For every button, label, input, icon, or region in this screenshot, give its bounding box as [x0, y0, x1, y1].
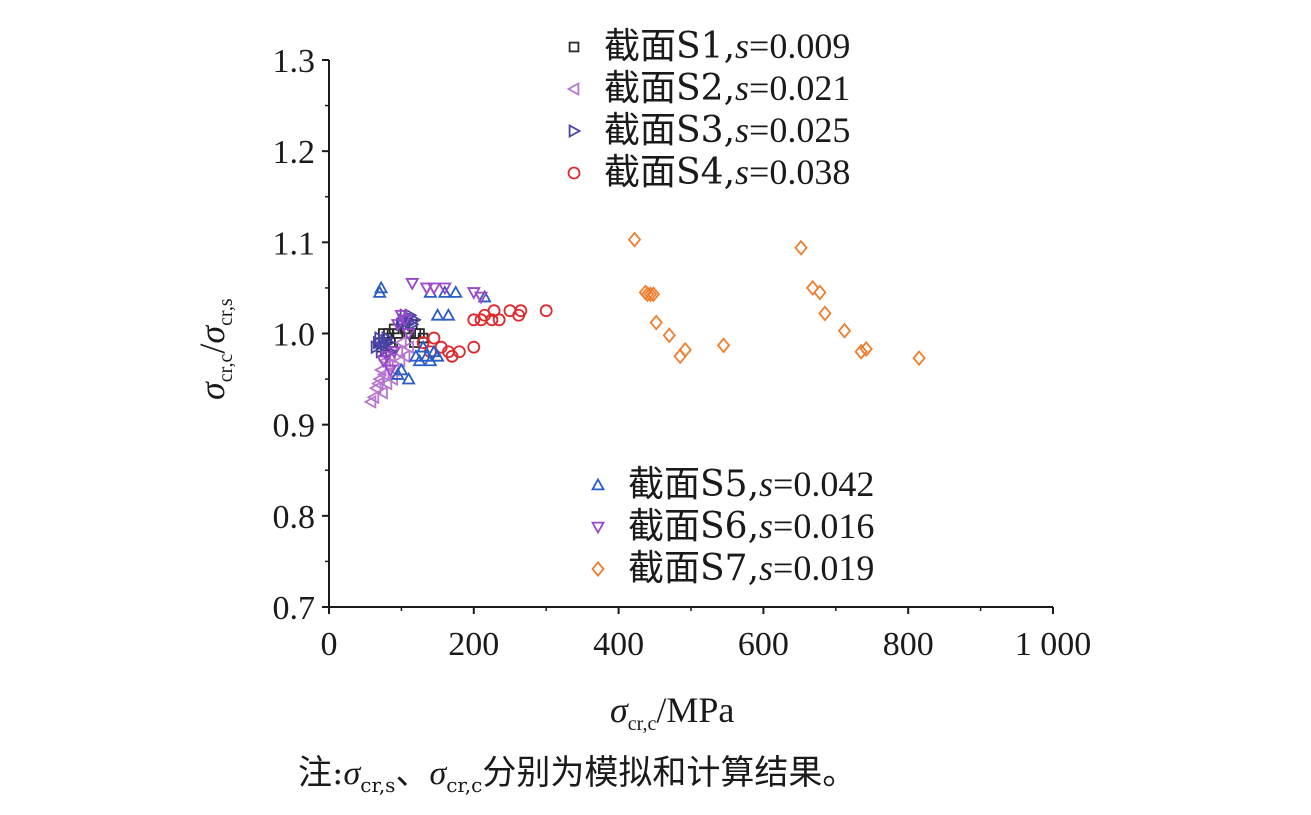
x-tick-label: 600	[738, 626, 789, 663]
data-point-s7	[805, 279, 820, 296]
data-point-s2	[376, 367, 390, 382]
data-point-s4	[427, 331, 441, 345]
y-tick-label: 1.3	[273, 43, 316, 80]
data-point-s4	[514, 304, 528, 318]
legend-label-s3: 截面S3,s=0.025	[604, 110, 850, 151]
data-point-s6	[426, 282, 442, 296]
data-point-s3	[409, 312, 422, 327]
data-points	[363, 231, 926, 409]
data-point-s2	[394, 335, 407, 350]
legend-label-s6: 截面S6,s=0.016	[628, 506, 874, 547]
data-point-s2	[397, 349, 411, 364]
footnote: 注:σcr,s、σcr,c分别为模拟和计算结果。	[298, 753, 856, 797]
data-point-s5	[430, 307, 445, 321]
x-tick-label: 400	[593, 626, 644, 663]
data-point-s7	[662, 327, 676, 344]
data-point-s6	[383, 364, 398, 378]
data-point-s7	[640, 286, 655, 303]
legend-marker-s7	[591, 560, 605, 578]
axes: 0.7 0.8 0.9 1.0 1.1 1.2 1.3 0 200 400 600 800 1 000	[273, 43, 1092, 663]
data-point-s7	[646, 286, 661, 303]
data-point-s2	[392, 353, 406, 368]
data-point-s4	[467, 340, 481, 354]
y-tick-label: 0.8	[273, 499, 316, 536]
data-point-s7	[854, 343, 868, 360]
data-point-s6	[474, 291, 489, 305]
data-point-s7	[716, 337, 731, 354]
legend-marker-s5	[590, 477, 606, 491]
legend-label-s7: 截面S7,s=0.019	[628, 548, 874, 589]
legend: 截面S1,s=0.009截面S2,s=0.021截面S3,s=0.025截面S4…	[566, 26, 874, 589]
legend-marker-s3	[568, 123, 582, 139]
data-point-s4	[485, 313, 499, 327]
data-point-s4	[492, 313, 506, 327]
data-point-s4	[416, 336, 430, 350]
data-point-s5	[401, 371, 416, 385]
legend-label-s5: 截面S5,s=0.042	[628, 464, 874, 505]
data-point-s6	[397, 314, 413, 328]
legend-label-s2: 截面S2,s=0.021	[604, 68, 850, 109]
data-point-s3	[381, 331, 395, 346]
data-point-s5	[430, 348, 445, 362]
y-tick-label: 1.0	[273, 317, 316, 354]
data-point-s7	[837, 322, 852, 339]
x-tick-label: 200	[448, 626, 499, 663]
data-point-s6	[390, 319, 405, 332]
data-point-s6	[419, 282, 434, 296]
data-point-s7	[678, 341, 692, 358]
legend-marker-s6	[590, 521, 606, 535]
x-tick-label: 1 000	[1015, 626, 1092, 663]
data-point-s6	[401, 328, 416, 341]
data-point-s5	[437, 285, 452, 298]
legend-label-s4: 截面S4,s=0.038	[604, 152, 850, 193]
legend-marker-s2	[566, 81, 580, 97]
data-point-s6	[437, 282, 452, 296]
data-point-s2	[401, 340, 414, 355]
x-tick-label: 0	[321, 626, 338, 663]
data-point-s5	[374, 280, 389, 294]
data-point-s4	[452, 345, 466, 359]
data-point-s2	[366, 390, 380, 405]
data-point-s4	[539, 304, 553, 318]
data-point-s7	[912, 350, 926, 367]
legend-marker-s1	[568, 41, 580, 53]
data-point-s7	[643, 286, 658, 303]
y-tick-label: 1.1	[273, 225, 316, 262]
data-point-s5	[477, 289, 492, 303]
data-point-s6	[379, 350, 394, 364]
data-point-s7	[627, 231, 642, 248]
y-axis-label: σcr,c/σcr,s	[192, 298, 237, 400]
data-point-s5	[394, 362, 409, 376]
legend-label-s1: 截面S1,s=0.009	[604, 26, 850, 67]
y-tick-label: 1.2	[273, 134, 316, 171]
x-tick-label: 800	[883, 626, 934, 663]
data-point-s5	[448, 285, 463, 298]
data-point-s5	[441, 307, 456, 321]
data-point-s3	[406, 317, 420, 332]
data-point-s6	[405, 278, 420, 291]
data-point-s4	[467, 313, 481, 327]
data-point-s2	[390, 344, 404, 359]
data-point-s2	[372, 372, 385, 387]
data-point-s5	[416, 339, 431, 353]
data-point-s7	[859, 340, 873, 358]
data-point-s7	[818, 305, 832, 322]
data-point-s2	[379, 376, 393, 391]
x-axis-label: σcr,c/MPa	[610, 690, 734, 735]
data-point-s7	[794, 239, 808, 256]
data-point-s6	[387, 346, 402, 360]
data-point-s2	[375, 385, 388, 400]
y-tick-label: 0.7	[273, 590, 316, 627]
y-tick-label: 0.9	[273, 408, 316, 445]
legend-marker-s4	[567, 166, 581, 180]
data-point-s3	[383, 335, 396, 350]
data-point-s7	[649, 314, 663, 331]
data-point-s7	[813, 284, 827, 301]
